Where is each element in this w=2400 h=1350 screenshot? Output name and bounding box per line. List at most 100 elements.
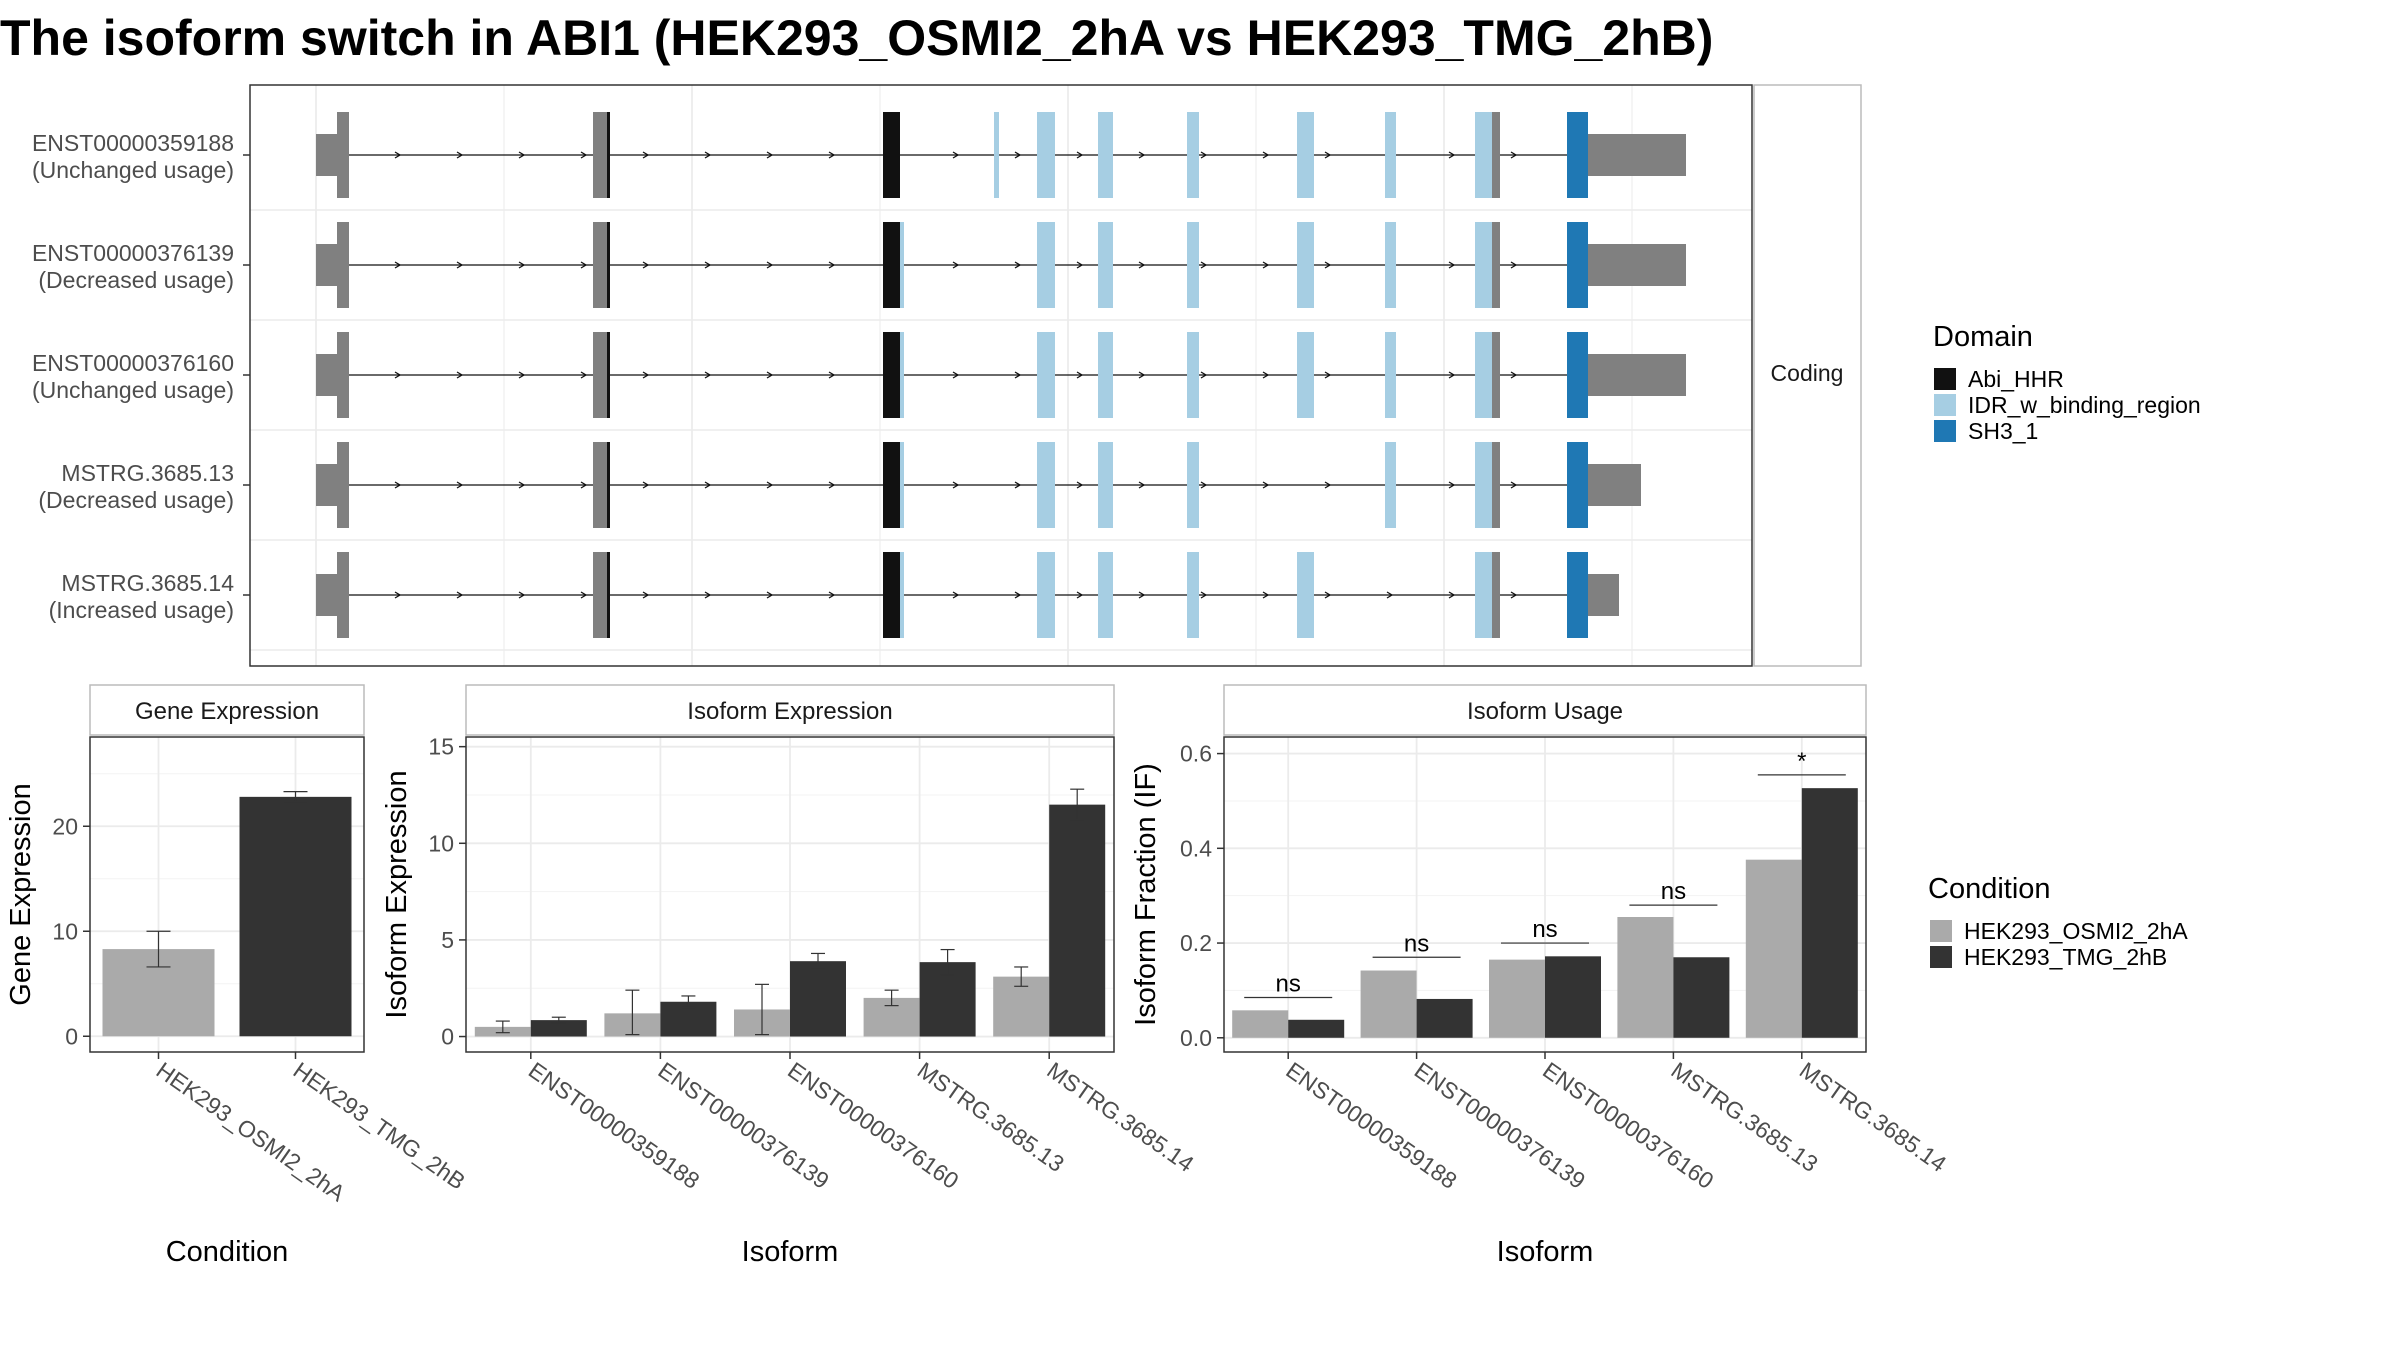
bar [1360, 970, 1417, 1038]
abi-hhr-domain [883, 442, 900, 528]
exon [1492, 222, 1500, 308]
intron-arrow [1262, 371, 1270, 379]
bar [1801, 788, 1858, 1038]
intron-arrow [1262, 481, 1270, 489]
intron-arrow [580, 591, 588, 599]
intron-arrow [704, 151, 712, 159]
intron-arrow [952, 591, 960, 599]
sh3-domain [1567, 112, 1588, 198]
idr-domain [1385, 112, 1396, 198]
intron-arrow [1200, 151, 1208, 159]
intron-arrow [1076, 481, 1084, 489]
intron-arrow [518, 261, 526, 269]
domain-legend-label: SH3_1 [1968, 418, 2038, 444]
intron-arrow [1324, 151, 1332, 159]
y-tick-label: 15 [428, 734, 454, 760]
bar [1049, 804, 1106, 1037]
intron-arrow [1324, 591, 1332, 599]
intron-arrow [704, 261, 712, 269]
intron-arrow [1324, 481, 1332, 489]
y-tick-label: 0 [441, 1024, 454, 1050]
intron-arrow [642, 481, 650, 489]
isoform-expression-panel: Isoform Expression051015ENST00000359188E… [381, 684, 1199, 1268]
y-tick-label: 10 [52, 918, 78, 944]
abi-hhr-domain [883, 552, 900, 638]
intron-arrow [828, 151, 836, 159]
sh3-domain [1567, 332, 1588, 418]
y-axis-title: Gene Expression [5, 783, 37, 1005]
intron-arrow [952, 481, 960, 489]
domain-legend-title: Domain [1933, 321, 2033, 353]
abi-hhr-domain [607, 222, 610, 308]
intron-arrow [1200, 481, 1208, 489]
intron-arrow [1510, 481, 1518, 489]
intron-arrow [704, 481, 712, 489]
idr-domain [1037, 442, 1055, 528]
bar [790, 961, 846, 1037]
panel-strip [89, 684, 365, 736]
exon [593, 222, 610, 308]
idr-domain [1098, 222, 1113, 308]
isoform-usage-label: (Increased usage) [49, 597, 234, 623]
isoform-track-MSTRG.3685.13 [316, 442, 1641, 528]
bar [1745, 859, 1802, 1038]
idr-domain [1187, 552, 1199, 638]
intron-arrow [1448, 371, 1456, 379]
isoform-usage-label: (Unchanged usage) [32, 157, 234, 183]
intron-arrow [1448, 591, 1456, 599]
intron-arrow [642, 591, 650, 599]
y-tick-label: 0.4 [1180, 835, 1212, 861]
intron-arrow [1076, 591, 1084, 599]
intron-arrow [952, 151, 960, 159]
abi-hhr-domain [607, 552, 610, 638]
domain-legend-key [1934, 420, 1956, 442]
isoform-label: ENST00000359188 [32, 130, 234, 156]
idr-domain [1037, 552, 1055, 638]
bar [1232, 1010, 1289, 1038]
intron-arrow [766, 151, 774, 159]
x-axis-title: Isoform [742, 1236, 839, 1268]
idr-domain [1187, 222, 1199, 308]
domain-legend-label: IDR_w_binding_region [1968, 392, 2201, 418]
intron-arrow [1200, 261, 1208, 269]
utr-exon [316, 574, 338, 616]
plot-border [89, 736, 365, 1053]
intron-arrow [1014, 371, 1022, 379]
bar [530, 1020, 587, 1037]
intron-arrow [1510, 371, 1518, 379]
isoform-label: MSTRG.3685.14 [61, 570, 234, 596]
utr-exon [1588, 464, 1641, 506]
exon [593, 332, 610, 418]
intron-arrow [1138, 481, 1146, 489]
idr-domain [1475, 222, 1492, 308]
intron-arrow [1014, 481, 1022, 489]
intron-arrow [766, 481, 774, 489]
intron-arrow [394, 481, 402, 489]
intron-arrow [456, 261, 464, 269]
sh3-domain [1567, 442, 1588, 528]
bar [1617, 917, 1674, 1038]
idr-domain [1385, 332, 1396, 418]
intron-arrow [828, 261, 836, 269]
isoform-label: MSTRG.3685.13 [61, 460, 234, 486]
intron-arrow [1138, 591, 1146, 599]
idr-domain [1297, 112, 1314, 198]
intron-arrow [394, 151, 402, 159]
idr-domain [1098, 442, 1113, 528]
condition-legend-key [1930, 920, 1952, 942]
idr-domain [900, 332, 904, 418]
intron-arrow [1262, 151, 1270, 159]
idr-domain [1187, 332, 1199, 418]
condition-legend-key [1930, 946, 1952, 968]
abi-hhr-domain [607, 442, 610, 528]
idr-domain [1385, 222, 1396, 308]
intron-arrow [518, 481, 526, 489]
exon [593, 552, 610, 638]
idr-domain [1187, 112, 1199, 198]
idr-domain [1037, 332, 1055, 418]
intron-arrow [766, 371, 774, 379]
exon [1492, 442, 1500, 528]
utr-exon [1588, 244, 1686, 286]
abi-hhr-domain [883, 112, 900, 198]
